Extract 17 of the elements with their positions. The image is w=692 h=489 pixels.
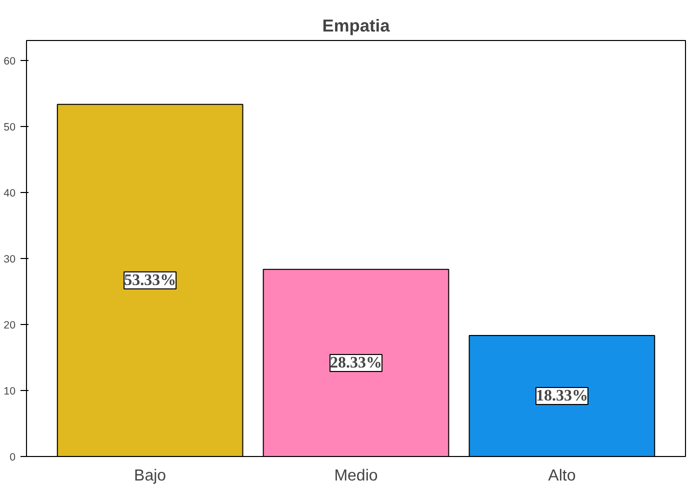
bar bbox=[56, 104, 244, 456]
y-tick-label: 60 bbox=[4, 55, 16, 68]
y-tick-label: 10 bbox=[4, 385, 16, 398]
chart-title: Empatia bbox=[322, 16, 390, 36]
x-tick-label: Medio bbox=[334, 468, 378, 484]
y-tick-label: 30 bbox=[4, 253, 16, 266]
data-label: 28.33% bbox=[330, 354, 382, 372]
y-tick-label: 40 bbox=[4, 187, 16, 200]
x-tick-label: Bajo bbox=[134, 468, 166, 484]
data-label: 53.33% bbox=[124, 272, 176, 289]
bar bbox=[262, 268, 450, 456]
x-tick-label: Alto bbox=[548, 468, 576, 484]
y-tick-label: 0 bbox=[10, 452, 16, 464]
data-label: 18.33% bbox=[536, 387, 588, 404]
bar bbox=[468, 334, 656, 456]
y-tick-label: 50 bbox=[4, 121, 16, 134]
y-tick-label: 20 bbox=[4, 319, 16, 332]
